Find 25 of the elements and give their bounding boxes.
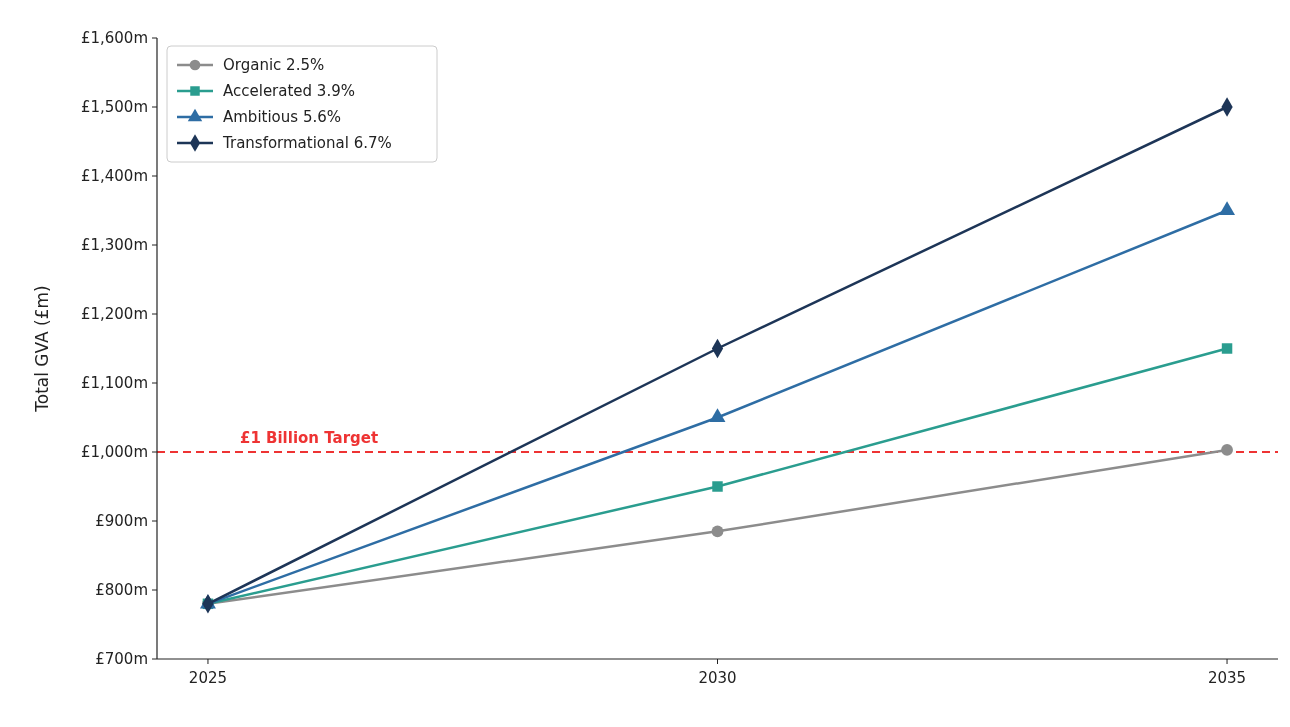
point bbox=[709, 408, 726, 423]
ref-line-label: £1 Billion Target bbox=[239, 429, 379, 447]
x-tick-label: 2030 bbox=[698, 669, 737, 687]
legend-label: Accelerated 3.9% bbox=[223, 82, 355, 101]
y-tick-label: £1,600m bbox=[80, 29, 148, 48]
point bbox=[712, 481, 723, 492]
y-axis-title: Total GVA (£m) bbox=[32, 285, 52, 413]
legend-label: Transformational 6.7% bbox=[222, 134, 392, 153]
y-tick-label: £1,500m bbox=[80, 98, 148, 117]
legend-label: Organic 2.5% bbox=[223, 56, 325, 75]
legend-label: Ambitious 5.6% bbox=[223, 108, 341, 127]
y-tick-label: £1,200m bbox=[80, 305, 148, 324]
y-tick-label: £1,300m bbox=[80, 236, 148, 255]
y-tick-label: £900m bbox=[95, 512, 148, 531]
x-tick-label: 2025 bbox=[188, 669, 228, 687]
y-tick-label: £1,000m bbox=[80, 443, 148, 462]
y-tick-label: £800m bbox=[95, 581, 148, 600]
y-tick-label: £1,400m bbox=[80, 167, 148, 186]
point bbox=[1221, 444, 1233, 456]
x-tick-label: 2035 bbox=[1207, 669, 1247, 687]
point bbox=[1219, 201, 1236, 216]
y-tick-label: £700m bbox=[95, 650, 148, 669]
y-tick-label: £1,100m bbox=[80, 374, 148, 393]
point bbox=[1221, 343, 1233, 354]
point bbox=[711, 525, 724, 538]
